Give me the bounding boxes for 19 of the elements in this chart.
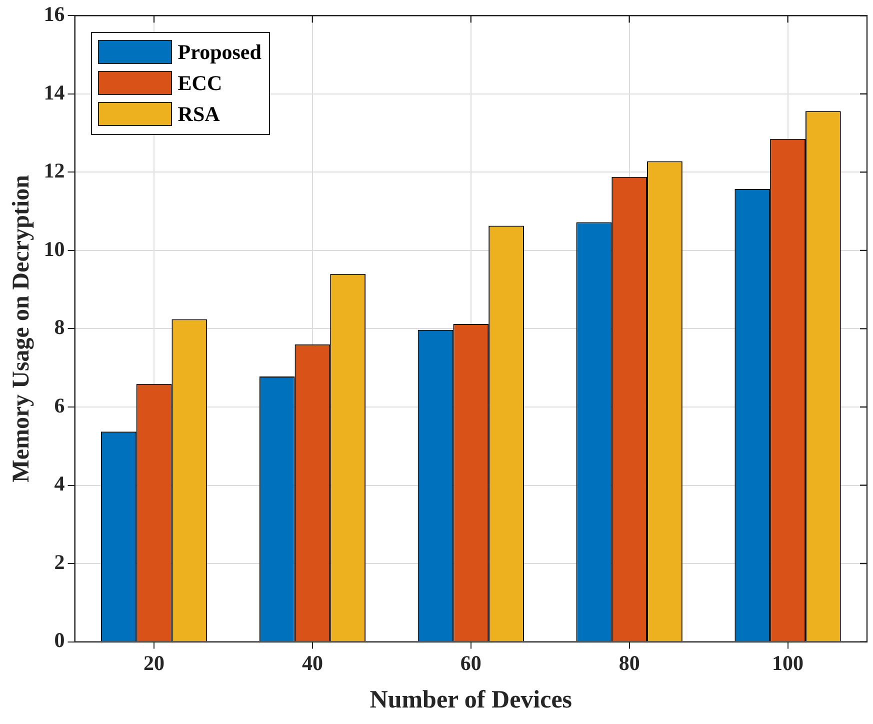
legend-label: RSA bbox=[178, 102, 220, 127]
x-tick-label: 100 bbox=[772, 650, 804, 675]
y-tick-label: 14 bbox=[44, 80, 66, 104]
x-axis-title: Number of Devices bbox=[370, 686, 572, 714]
x-tick-label: 80 bbox=[618, 650, 640, 675]
legend-label: ECC bbox=[178, 70, 222, 96]
x-tick-label: 60 bbox=[460, 650, 482, 675]
x-tick-label: 20 bbox=[144, 650, 165, 675]
legend-label: Proposed bbox=[178, 40, 262, 65]
y-tick-label: 10 bbox=[44, 236, 65, 261]
x-tick-label: 40 bbox=[302, 650, 323, 675]
y-tick-label: 2 bbox=[54, 550, 65, 574]
y-tick-label: 4 bbox=[54, 472, 66, 496]
y-tick-label: 6 bbox=[54, 393, 65, 418]
y-tick-label: 16 bbox=[44, 2, 65, 26]
y-tick-label: 8 bbox=[54, 315, 65, 340]
y-tick-label: 0 bbox=[54, 628, 65, 652]
y-axis-title: Memory Usage on Decryption bbox=[8, 175, 35, 482]
y-tick-label: 12 bbox=[44, 158, 65, 183]
